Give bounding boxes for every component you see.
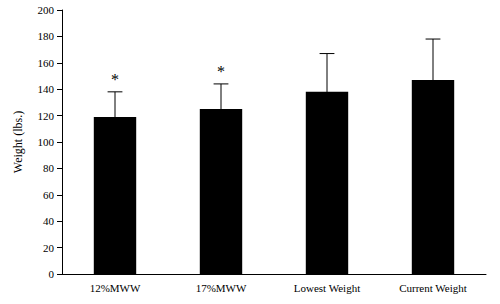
svg-text:180: 180 [38,30,55,42]
svg-text:200: 200 [38,4,55,16]
svg-text:Lowest Weight: Lowest Weight [294,282,360,294]
svg-text:*: * [111,71,119,88]
svg-text:40: 40 [43,215,55,227]
svg-text:17%MWW: 17%MWW [196,282,247,294]
svg-text:60: 60 [43,189,55,201]
svg-text:140: 140 [38,83,55,95]
svg-text:100: 100 [38,136,55,148]
svg-text:120: 120 [38,110,55,122]
svg-text:Current Weight: Current Weight [399,282,467,294]
svg-text:0: 0 [49,268,55,280]
svg-text:Weight (lbs.): Weight (lbs.) [11,111,25,173]
svg-text:12%MWW: 12%MWW [90,282,141,294]
svg-text:160: 160 [38,57,55,69]
svg-text:80: 80 [43,162,55,174]
svg-text:*: * [217,63,225,80]
svg-text:20: 20 [43,242,55,254]
